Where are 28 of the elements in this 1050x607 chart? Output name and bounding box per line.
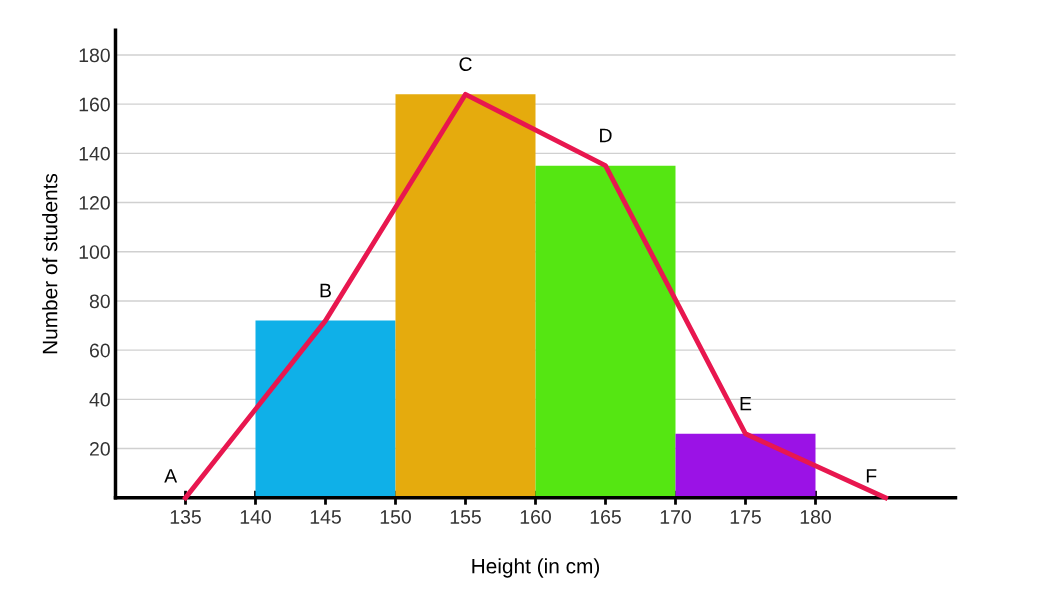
x-axis-title: Height (in cm) xyxy=(472,558,600,578)
y-tick-label: 140 xyxy=(79,146,110,161)
y-tick-label: 20 xyxy=(89,442,110,456)
y-tick-label: 120 xyxy=(79,196,110,210)
y-tick-label: 180 xyxy=(79,48,110,63)
line-series xyxy=(183,91,888,501)
annotation: F xyxy=(866,469,877,483)
y-tick-label: 40 xyxy=(89,392,110,407)
y-tick-label: 160 xyxy=(79,97,110,112)
x-tick-label: 135 xyxy=(170,510,201,524)
annotation: C xyxy=(459,57,472,72)
x-tick-label: 150 xyxy=(380,510,411,524)
x-tick-label: 145 xyxy=(310,510,341,524)
x-tick-label: 180 xyxy=(800,510,831,524)
annotation: E xyxy=(740,396,752,411)
x-tick-label: 165 xyxy=(590,510,621,524)
y-tick-label: 80 xyxy=(89,294,110,309)
y-axis-title: Number of students xyxy=(42,173,58,354)
x-tick-label: 155 xyxy=(450,510,481,524)
annotation: D xyxy=(600,128,612,143)
y-tick-label: 100 xyxy=(79,245,110,259)
x-tick-label: 160 xyxy=(520,510,551,524)
annotation: A xyxy=(164,469,178,483)
y-tick-label: 60 xyxy=(90,343,110,358)
annotation: B xyxy=(320,283,331,298)
x-tick-label: 140 xyxy=(240,510,271,524)
x-tick-label: 175 xyxy=(730,510,761,524)
x-tick-label: 170 xyxy=(660,510,691,524)
